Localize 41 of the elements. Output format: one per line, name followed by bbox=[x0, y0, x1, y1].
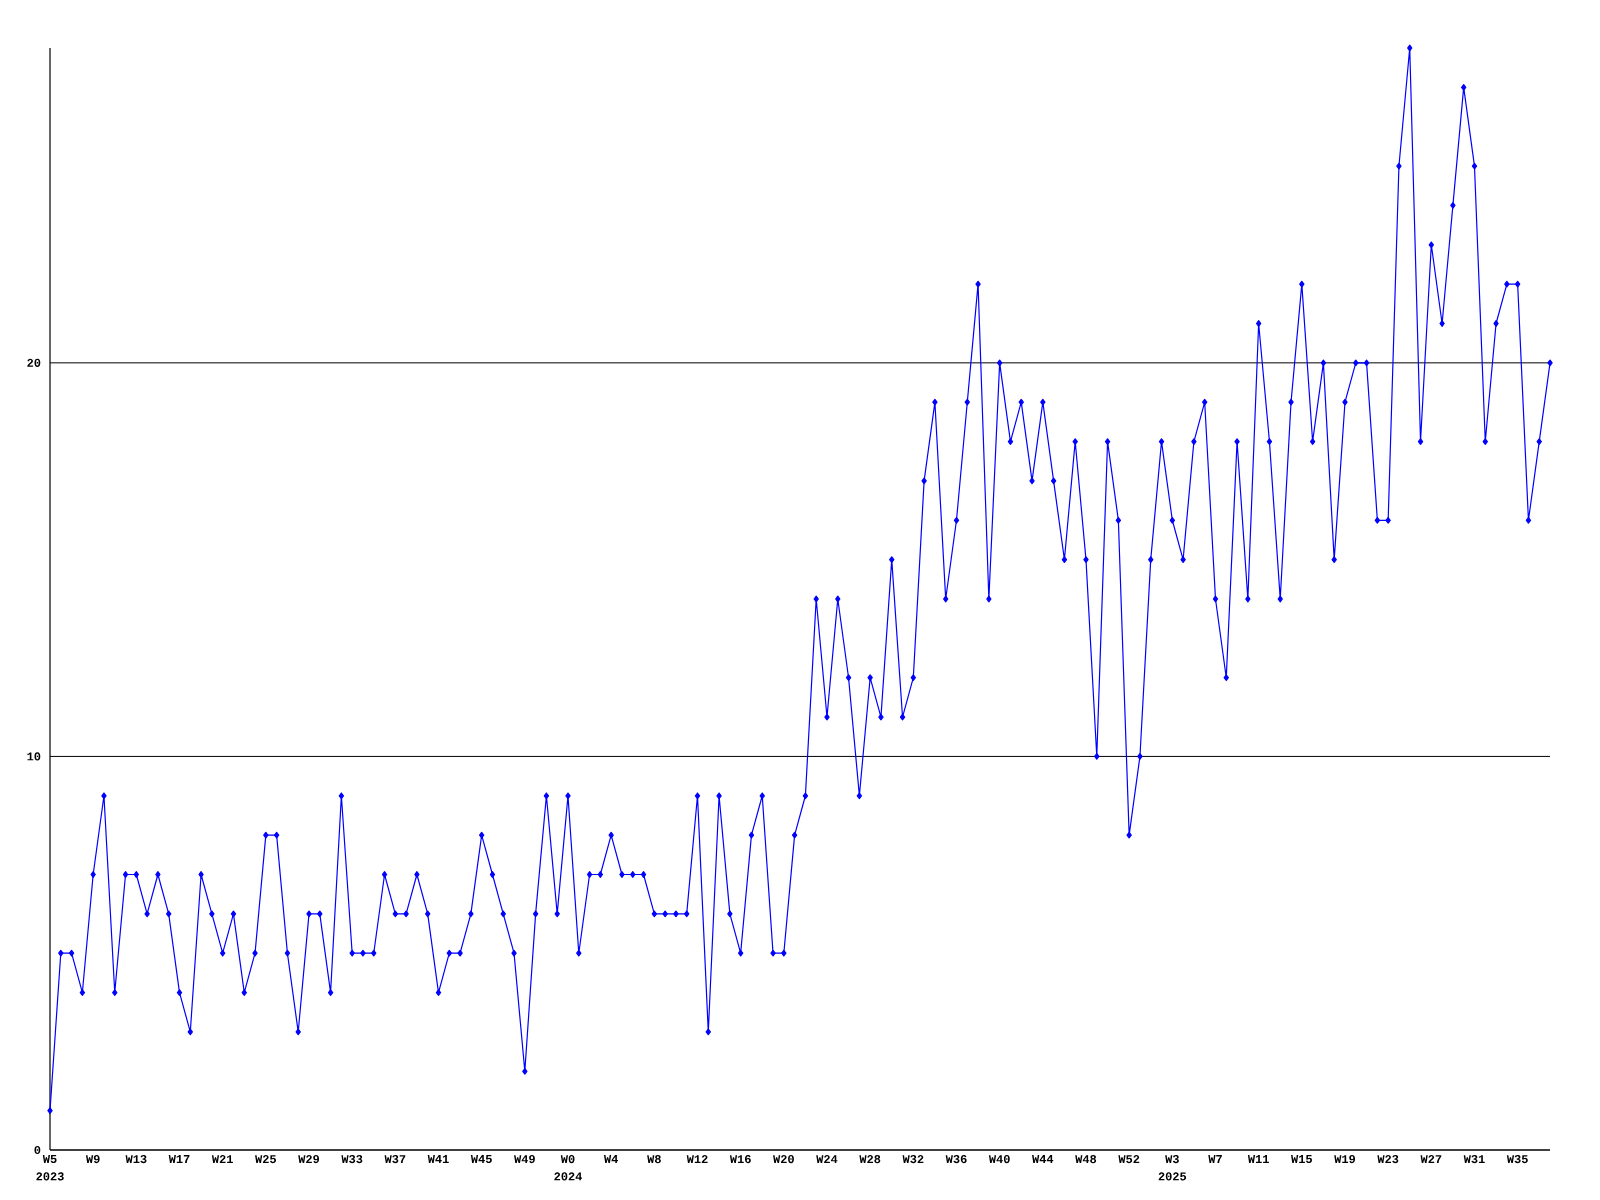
x-tick-label: W28 bbox=[859, 1155, 881, 1164]
x-tick-label: W16 bbox=[729, 1155, 751, 1164]
x-tick-label: W11 bbox=[1247, 1155, 1269, 1163]
x-tick-label: W12 bbox=[686, 1155, 708, 1164]
x-tick-label: W35 bbox=[1506, 1155, 1528, 1164]
x-tick-label: W48 bbox=[1075, 1155, 1097, 1164]
x-tick-label: W45 bbox=[470, 1155, 492, 1164]
text: 2024 bbox=[554, 1172, 582, 1181]
x-tick-label: W33 bbox=[341, 1155, 363, 1164]
x-tick-label: W52 bbox=[1118, 1155, 1140, 1164]
x-tick-label: W9 bbox=[85, 1155, 100, 1164]
x-tick-label: W31 bbox=[1463, 1155, 1485, 1164]
x-tick-label: W32 bbox=[902, 1155, 924, 1164]
x-tick-label: W5 bbox=[42, 1155, 57, 1164]
x-tick-label: W3 bbox=[1165, 1155, 1179, 1164]
y-tick-label: 10 bbox=[27, 752, 41, 761]
x-tick-label: W17 bbox=[168, 1155, 190, 1163]
y-tick-label: 0 bbox=[34, 1145, 41, 1155]
x-tick-label: W36 bbox=[945, 1155, 967, 1164]
x-tick-label: W19 bbox=[1334, 1155, 1356, 1164]
x-tick-label: W49 bbox=[514, 1155, 535, 1164]
text: 2023 bbox=[36, 1172, 64, 1181]
x-tick-label: W4 bbox=[603, 1155, 618, 1163]
x-tick-label: W8 bbox=[647, 1155, 661, 1164]
x-tick-label: W27 bbox=[1420, 1155, 1442, 1164]
text: 2025 bbox=[1158, 1172, 1187, 1181]
x-tick-label: W41 bbox=[427, 1155, 449, 1163]
x-tick-label: W44 bbox=[1032, 1155, 1054, 1163]
x-tick-label: W13 bbox=[125, 1155, 147, 1164]
x-tick-label: W29 bbox=[298, 1155, 320, 1164]
x-tick-label: W25 bbox=[255, 1155, 276, 1164]
y-tick-label: 20 bbox=[27, 358, 41, 367]
x-tick-label: W40 bbox=[988, 1155, 1010, 1164]
x-tick-label: W21 bbox=[211, 1155, 233, 1164]
x-tick-label: W7 bbox=[1208, 1155, 1222, 1163]
x-tick-label: W23 bbox=[1377, 1155, 1399, 1164]
x-tick-label: W15 bbox=[1291, 1155, 1312, 1164]
x-tick-label: W0 bbox=[560, 1155, 575, 1164]
x-tick-label: W37 bbox=[384, 1155, 406, 1164]
x-tick-label: W20 bbox=[773, 1155, 794, 1164]
x-tick-label: W24 bbox=[816, 1155, 838, 1164]
